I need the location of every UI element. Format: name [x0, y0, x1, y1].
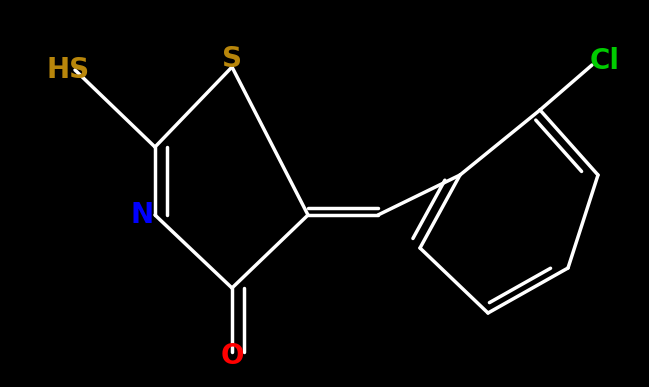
Text: N: N [130, 201, 154, 229]
Text: HS: HS [47, 56, 90, 84]
Text: S: S [222, 45, 242, 73]
Text: Cl: Cl [590, 47, 620, 75]
Text: O: O [220, 342, 244, 370]
